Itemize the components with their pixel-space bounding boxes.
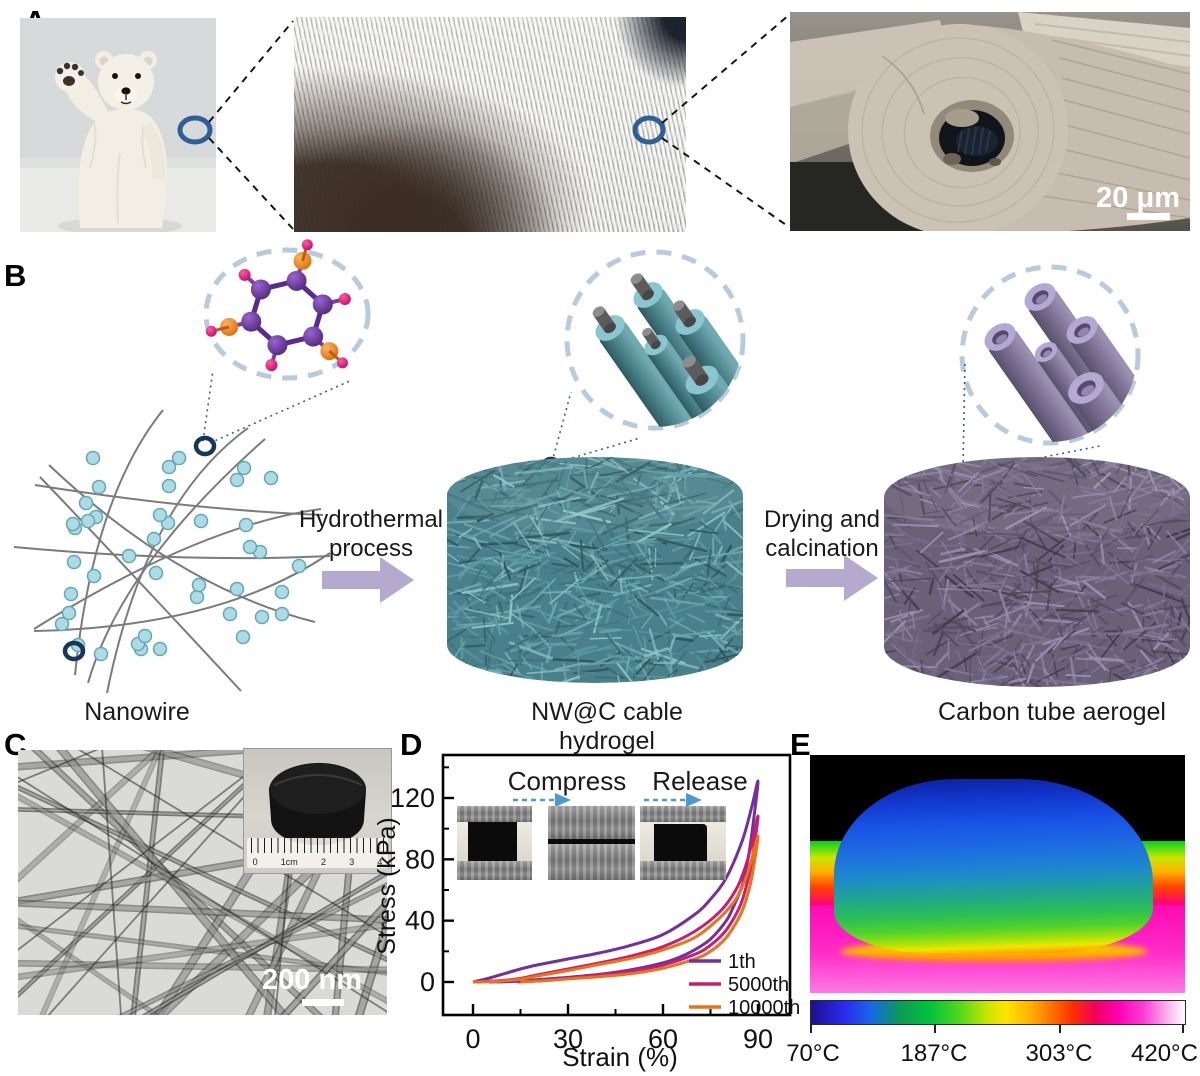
molecule-inset	[205, 239, 351, 372]
ruler: 0 1cm 2 3 4	[246, 838, 389, 869]
ruler-mark: 1cm	[280, 857, 298, 868]
compress-arrow-icon	[513, 793, 571, 807]
colorbar-tick	[1059, 1024, 1061, 1033]
press-plate-bottom	[457, 860, 532, 880]
sem-hair-illustration	[790, 12, 1190, 231]
colorbar-label-187: 187°C	[900, 1040, 968, 1067]
step2-label: NW@C cable hydrogel	[531, 698, 683, 755]
sem-scale-label: 20 μm	[1096, 182, 1180, 214]
panel-label-b: B	[4, 258, 27, 293]
temperature-colorbar	[810, 1000, 1186, 1025]
x-tick-label: 30	[553, 1024, 583, 1054]
ruler-mark: 3	[349, 857, 355, 868]
molecule-inset-circle	[203, 247, 371, 381]
tem-image	[18, 750, 387, 1015]
release-arrow-icon	[644, 793, 702, 807]
press-photo-released	[640, 806, 726, 880]
ruler-mark: 2	[320, 857, 326, 868]
legend-label: 10000th	[728, 997, 800, 1019]
ruler-ticks	[251, 838, 384, 853]
inset-circles	[203, 247, 1141, 446]
polar-bear-illustration	[20, 18, 216, 232]
inset-connector-lines	[202, 359, 1101, 473]
y-tick-label: 80	[405, 844, 435, 874]
x-tick-label: 0	[465, 1024, 480, 1054]
curve-10000th	[472, 834, 760, 984]
press-photo-initial	[457, 806, 532, 880]
x-tick-label: 60	[648, 1024, 678, 1054]
compress-label: Compress	[507, 766, 627, 796]
sample-recovered	[653, 823, 708, 861]
panel-label-e: E	[790, 727, 811, 762]
press-plate-top	[548, 806, 635, 839]
x-tick-label: 90	[743, 1024, 773, 1054]
aerogel-sample-photo: 0 1cm 2 3 4	[243, 748, 392, 874]
colorbar-label-303: 303°C	[1025, 1040, 1093, 1067]
arrow1-label-line2: process	[328, 535, 414, 562]
cable-inset-circle	[564, 249, 746, 431]
step1-label: Nanowire	[84, 698, 190, 726]
curve-1th	[472, 779, 760, 984]
legend-label: 1th	[728, 951, 756, 973]
colorbar-tick	[1182, 1024, 1184, 1033]
hydrogel-cylinder	[447, 457, 743, 683]
tube-inset	[984, 283, 1137, 442]
process-arrow-icon-1	[322, 557, 414, 603]
ruler-mark: 4	[377, 857, 383, 868]
step3-label: Carbon tube aerogel	[938, 698, 1166, 726]
press-plate-top	[640, 806, 726, 823]
press-plate-bottom	[640, 860, 726, 880]
arrow2-label-line2: calcination	[765, 535, 879, 562]
tube-inset-circle	[959, 264, 1141, 446]
cool-aerogel-dome	[834, 778, 1154, 953]
thermal-ir-image	[810, 755, 1185, 993]
ruler-numbers: 0 1cm 2 3 4	[253, 857, 383, 867]
tem-scale-bar	[302, 999, 344, 1006]
cable-inset	[592, 273, 742, 427]
ruler-mark: 0	[252, 857, 258, 868]
y-tick-label: 40	[405, 906, 435, 936]
press-photo-compressed	[548, 806, 635, 880]
press-plate-top	[457, 806, 532, 823]
colorbar-tick	[810, 1024, 812, 1033]
colorbar-tick	[934, 1024, 936, 1033]
release-label: Release	[652, 766, 748, 796]
x-axis-title: Strain (%)	[562, 1042, 678, 1072]
sample-uncompressed	[467, 822, 517, 861]
y-tick-label: 120	[390, 783, 435, 813]
legend-label: 5000th	[728, 974, 789, 996]
aerogel-cylinder	[884, 457, 1190, 687]
polar-bear-photo	[20, 18, 216, 232]
press-plate-bottom	[548, 843, 635, 880]
fur-closeup-photo	[294, 17, 686, 232]
arrow2-label-line1: Drying and	[763, 506, 881, 533]
panel-label-d: D	[400, 727, 423, 762]
sample-compressed	[548, 838, 635, 844]
arrow1-label-line1: Hydrothermal	[298, 506, 444, 533]
colorbar-label-70: 70°C	[786, 1040, 840, 1067]
sem-scale-bar	[1127, 213, 1170, 220]
y-tick-label: 0	[420, 967, 435, 997]
sem-hair-photo	[790, 12, 1190, 231]
colorbar-label-420: 420°C	[1131, 1040, 1198, 1067]
aerogel-disc-illustration	[269, 763, 366, 845]
tem-scale-label: 200 nm	[262, 964, 362, 996]
y-axis-title: Stress (kPa)	[373, 817, 401, 955]
